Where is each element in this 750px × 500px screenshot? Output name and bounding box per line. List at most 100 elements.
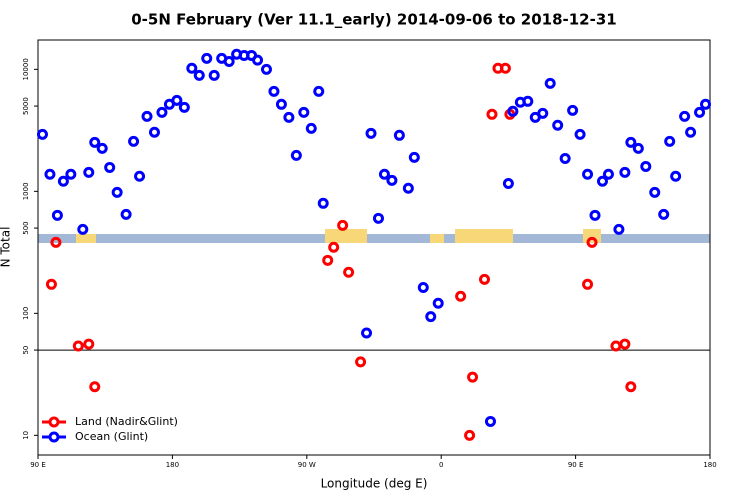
point <box>77 223 89 235</box>
point <box>582 168 594 180</box>
point <box>625 381 637 393</box>
point <box>613 223 625 235</box>
point <box>337 219 349 231</box>
point <box>96 142 108 154</box>
point <box>455 290 467 302</box>
x-tick-label: 90 E <box>30 461 46 469</box>
point <box>658 208 670 220</box>
point <box>522 95 534 107</box>
point <box>464 429 476 441</box>
point <box>178 101 190 113</box>
y-tick-label: 10 <box>22 431 30 440</box>
point <box>120 208 132 220</box>
point <box>208 69 220 81</box>
point <box>134 170 146 182</box>
point <box>372 212 384 224</box>
point <box>305 122 317 134</box>
point <box>386 174 398 186</box>
point <box>268 85 280 97</box>
point <box>694 106 706 118</box>
point <box>322 254 334 266</box>
point <box>507 105 519 117</box>
point <box>45 278 57 290</box>
point <box>700 98 712 110</box>
point <box>50 236 62 248</box>
point <box>260 63 272 75</box>
point <box>537 107 549 119</box>
point <box>640 160 652 172</box>
point <box>186 62 198 74</box>
point <box>559 152 571 164</box>
y-tick-label: 10000 <box>22 58 30 80</box>
point <box>670 170 682 182</box>
point <box>589 209 601 221</box>
y-axis-label: N Total <box>0 227 13 268</box>
point <box>649 186 661 198</box>
point <box>417 281 429 293</box>
point <box>552 119 564 131</box>
point <box>484 415 496 427</box>
y-tick-label: 5000 <box>22 97 30 115</box>
legend-label: Ocean (Glint) <box>75 430 148 443</box>
y-tick-label: 500 <box>22 221 30 234</box>
point <box>343 266 355 278</box>
point <box>425 311 437 323</box>
x-tick-label: 180 <box>166 461 179 469</box>
point <box>619 338 631 350</box>
y-tick-label: 100 <box>22 307 30 320</box>
point <box>602 168 614 180</box>
x-tick-label: 90 W <box>298 461 316 469</box>
point <box>44 168 56 180</box>
point <box>355 356 367 368</box>
point <box>582 278 594 290</box>
point <box>432 297 444 309</box>
point <box>275 98 287 110</box>
point <box>104 161 116 173</box>
x-tick-label: 90 E <box>568 461 584 469</box>
point <box>51 209 63 221</box>
ocean-band <box>38 234 710 243</box>
point <box>252 54 264 66</box>
x-axis-label: Longitude (deg E) <box>321 477 428 491</box>
point <box>298 106 310 118</box>
point <box>467 371 479 383</box>
point <box>574 128 586 140</box>
land-band <box>76 234 96 243</box>
land-band <box>430 234 444 243</box>
land-band <box>583 229 601 243</box>
point <box>111 186 123 198</box>
legend-label: Land (Nadir&Glint) <box>75 415 178 428</box>
legend-marker <box>48 416 60 428</box>
chart-title: 0-5N February (Ver 11.1_early) 2014-09-0… <box>131 11 616 29</box>
point <box>586 236 598 248</box>
point <box>664 135 676 147</box>
land-band <box>325 229 367 243</box>
point <box>378 168 390 180</box>
point <box>223 55 235 67</box>
point <box>128 135 140 147</box>
point <box>486 108 498 120</box>
point <box>408 151 420 163</box>
point <box>365 127 377 139</box>
point <box>313 85 325 97</box>
point <box>193 69 205 81</box>
point <box>141 110 153 122</box>
point <box>72 340 84 352</box>
point <box>317 197 329 209</box>
point <box>83 338 95 350</box>
point <box>596 175 608 187</box>
point <box>290 149 302 161</box>
point <box>89 381 101 393</box>
point <box>65 168 77 180</box>
point <box>171 94 183 106</box>
point <box>544 77 556 89</box>
y-tick-label: 1000 <box>22 182 30 200</box>
point <box>328 241 340 253</box>
point <box>679 110 691 122</box>
point <box>393 129 405 141</box>
point <box>402 182 414 194</box>
point <box>619 166 631 178</box>
point <box>632 142 644 154</box>
